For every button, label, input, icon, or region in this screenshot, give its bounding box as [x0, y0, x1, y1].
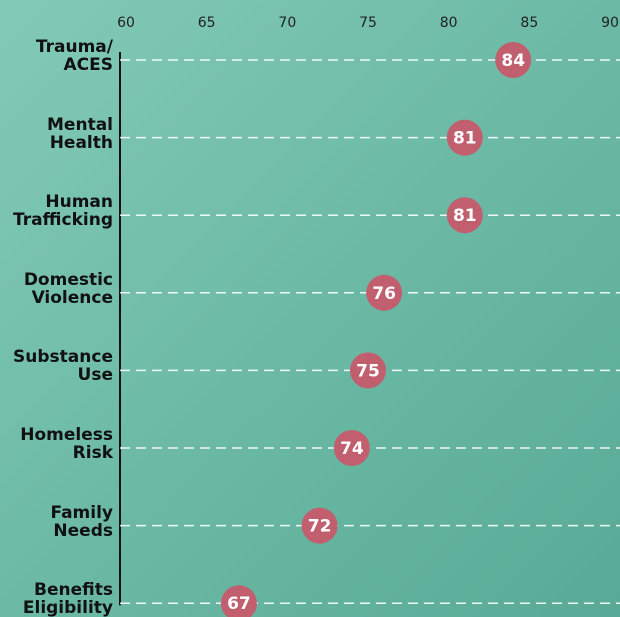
dot [446, 197, 483, 234]
category-label: Mental Health [47, 114, 113, 153]
value-label: 81 [453, 129, 477, 149]
x-tick-label: 85 [520, 15, 538, 31]
value-label: 76 [372, 284, 396, 304]
category-label: Benefits Eligibility [22, 580, 113, 617]
dot [366, 274, 403, 311]
x-tick-label: 70 [278, 15, 296, 31]
category-label: Substance Use [13, 347, 113, 386]
dot [220, 585, 257, 617]
dot [301, 507, 338, 544]
dot [446, 119, 483, 156]
category-label: Family Needs [50, 502, 113, 541]
category-label: Trauma/ ACES [35, 37, 113, 75]
value-label: 74 [340, 439, 364, 459]
category-label: Domestic Violence [23, 269, 113, 308]
x-tick-label: 75 [359, 15, 377, 31]
value-label: 72 [308, 517, 332, 537]
x-tick-label: 60 [117, 15, 135, 31]
x-tick-label: 90 [601, 15, 619, 31]
dot [333, 430, 370, 466]
value-label: 81 [453, 206, 477, 226]
value-label: 75 [356, 361, 380, 381]
x-tick-label: 65 [198, 15, 216, 31]
x-tick-label: 80 [440, 15, 458, 31]
category-label: Homeless Risk [20, 425, 113, 463]
value-label: 67 [227, 594, 251, 614]
category-label: Human Trafficking [12, 192, 113, 231]
dot [495, 42, 532, 78]
value-label: 84 [501, 51, 525, 71]
dot [350, 352, 386, 389]
